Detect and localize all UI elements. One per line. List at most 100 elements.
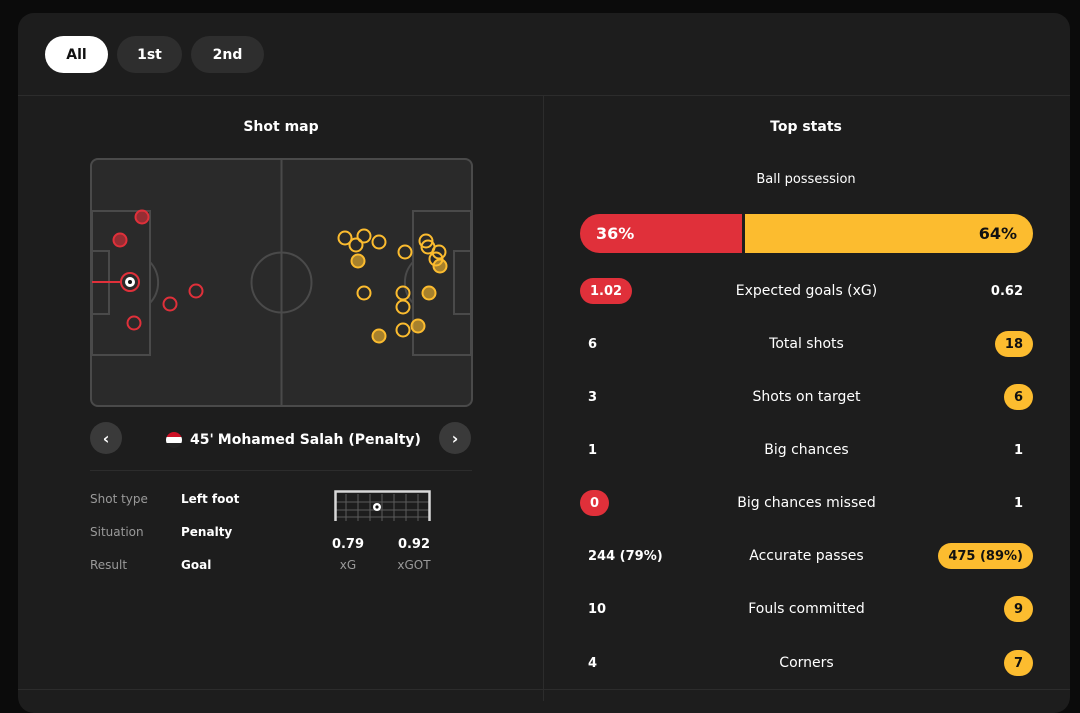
xg-label: xG <box>339 558 357 572</box>
stat-home-value: 0 <box>580 490 610 516</box>
shot-marker-away <box>397 244 413 260</box>
shot-marker-away <box>432 258 448 274</box>
shot-marker-home <box>162 296 178 312</box>
possession-away-value: 64% <box>978 224 1017 243</box>
stat-home-container: 1.02 <box>580 276 633 306</box>
stat-away-container: 7 <box>1003 648 1033 678</box>
stat-home-container: 6 <box>580 329 607 359</box>
header-divider <box>18 95 1070 96</box>
stat-away-container: 0.62 <box>981 276 1033 306</box>
chevron-right-icon: › <box>451 428 459 448</box>
stat-row: 3 Shots on target 6 <box>580 382 1033 412</box>
stat-row: 10 Fouls committed 9 <box>580 594 1033 624</box>
match-stats-card: All 1st 2nd Shot map <box>18 13 1070 713</box>
shot-marker-away <box>350 253 366 269</box>
stat-home-container: 244 (79%) <box>580 541 673 571</box>
stat-home-value: 10 <box>588 601 607 617</box>
stat-row: 0 Big chances missed 1 <box>580 488 1033 518</box>
prev-shot-button[interactable]: ‹ <box>90 422 122 454</box>
shot-player: Mohamed Salah (Penalty) <box>217 432 421 448</box>
stat-away-container: 1 <box>1004 435 1033 465</box>
detail-key: Result <box>90 558 128 572</box>
xg-value: 0.79 <box>331 537 365 552</box>
stat-away-container: 9 <box>1003 594 1033 624</box>
shot-marker-away <box>395 322 411 338</box>
column-divider <box>543 96 544 701</box>
shot-details-divider <box>90 470 472 471</box>
possession-label: Ball possession <box>756 172 856 187</box>
stat-home-container: 4 <box>580 648 607 678</box>
stat-row: 6 Total shots 18 <box>580 329 1033 359</box>
next-shot-button[interactable]: › <box>439 422 471 454</box>
stat-name: Accurate passes <box>749 548 864 564</box>
xgot-value: 0.92 <box>397 537 431 552</box>
stat-name: Expected goals (xG) <box>735 283 878 299</box>
stat-row: 1 Big chances 1 <box>580 435 1033 465</box>
stat-home-container: 0 <box>580 488 610 518</box>
stat-away-value: 475 (89%) <box>938 543 1033 569</box>
stat-name: Big chances missed <box>737 495 876 511</box>
stat-home-value: 244 (79%) <box>588 548 663 564</box>
top-stats-title: Top stats <box>770 119 842 135</box>
shot-marker-home <box>112 232 128 248</box>
stat-name: Shots on target <box>752 389 861 405</box>
stat-name: Corners <box>779 655 834 671</box>
filter-1st-half-button[interactable]: 1st <box>117 36 182 73</box>
selected-shot-label: 45' Mohamed Salah (Penalty) <box>166 430 421 450</box>
stat-row: 4 Corners 7 <box>580 648 1033 678</box>
stat-away-value: 7 <box>1003 650 1033 676</box>
stat-home-value: 3 <box>588 389 598 405</box>
shot-marker-home <box>126 315 142 331</box>
shot-minute: 45' <box>190 432 214 448</box>
shot-marker-away <box>337 230 353 246</box>
shot-map-title: Shot map <box>243 119 319 135</box>
possession-home-value: 36% <box>596 224 635 243</box>
egypt-flag-icon <box>166 432 182 448</box>
filter-all-button[interactable]: All <box>45 36 108 73</box>
possession-home: 36% <box>580 214 742 253</box>
stat-row: 1.02 Expected goals (xG) 0.62 <box>580 276 1033 306</box>
stat-away-container: 18 <box>994 329 1033 359</box>
shot-marker-home <box>188 283 204 299</box>
stat-away-container: 6 <box>1003 382 1033 412</box>
stat-home-value: 1.02 <box>580 278 633 304</box>
stat-home-value: 6 <box>588 336 598 352</box>
stat-away-value: 18 <box>994 331 1033 357</box>
shot-marker-away <box>431 244 447 260</box>
shot-marker-away <box>410 318 426 334</box>
stat-name: Big chances <box>764 442 849 458</box>
stat-name: Total shots <box>769 336 844 352</box>
goal-frame-icon <box>334 490 431 522</box>
stat-away-container: 1 <box>1004 488 1033 518</box>
detail-value: Penalty <box>181 525 233 539</box>
possession-bar: 36% 64% <box>580 214 1033 253</box>
detail-value: Goal <box>181 558 212 572</box>
shot-xgot-stat: 0.92 xGOT <box>384 537 444 572</box>
stat-away-container: 475 (89%) <box>938 541 1033 571</box>
goal-ball-icon <box>125 277 135 287</box>
detail-key: Shot type <box>90 492 148 506</box>
stat-away-value: 0.62 <box>990 283 1023 299</box>
shot-marker-away <box>348 237 364 253</box>
stat-name: Fouls committed <box>748 601 865 617</box>
possession-gap <box>741 214 745 253</box>
stat-away-value: 9 <box>1003 596 1033 622</box>
shot-marker-away <box>395 299 411 315</box>
shot-xg-stat: 0.79 xG <box>318 537 378 572</box>
stat-away-value: 6 <box>1003 384 1033 410</box>
shot-marker-away <box>371 328 387 344</box>
stat-home-container: 10 <box>580 594 616 624</box>
stat-home-value: 1 <box>588 442 598 458</box>
stat-home-container: 1 <box>580 435 607 465</box>
stat-home-value: 4 <box>588 655 598 671</box>
shot-marker-away <box>371 234 387 250</box>
stat-away-value: 1 <box>1013 495 1023 511</box>
chevron-left-icon: ‹ <box>102 428 110 448</box>
stat-row: 244 (79%) Accurate passes 475 (89%) <box>580 541 1033 571</box>
card-bottom-divider <box>18 689 1070 690</box>
stat-home-container: 3 <box>580 382 607 412</box>
shot-marker-home <box>134 209 150 225</box>
filter-2nd-half-button[interactable]: 2nd <box>191 36 264 73</box>
shot-map-pitch <box>90 158 473 407</box>
stat-away-value: 1 <box>1013 442 1023 458</box>
